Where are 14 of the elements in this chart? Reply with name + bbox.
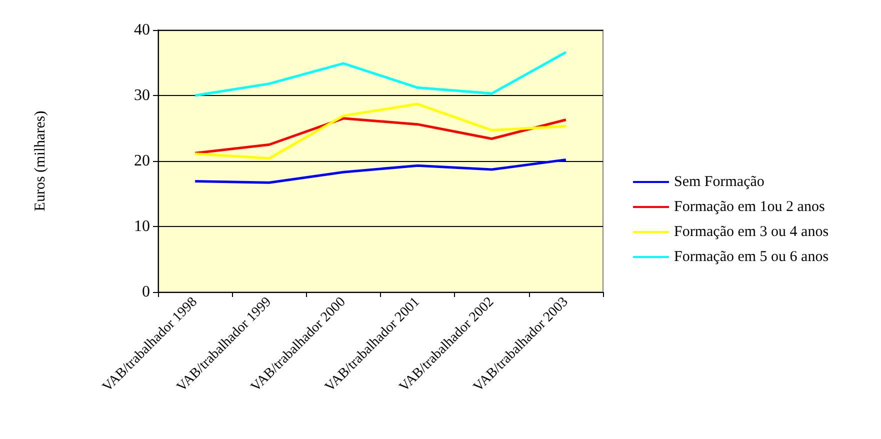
line-series <box>194 117 568 154</box>
legend-label: Formação em 5 ou 6 anos <box>674 249 829 265</box>
y-tick-label: 0 <box>142 284 150 300</box>
y-tick-label: 30 <box>134 87 150 104</box>
legend-label: Formação em 3 ou 4 anos <box>674 224 829 240</box>
y-axis-title: Euros (milhares) <box>32 110 48 212</box>
y-tick-label: 10 <box>134 218 150 235</box>
legend-label: Formação em 1ou 2 anos <box>674 199 825 215</box>
y-tick-label: 40 <box>134 22 150 38</box>
y-tick-label: 20 <box>134 152 150 170</box>
legend-label: Sem Formação <box>674 174 764 190</box>
line-series <box>194 51 568 97</box>
line-series <box>194 102 568 160</box>
line-series <box>194 158 568 184</box>
